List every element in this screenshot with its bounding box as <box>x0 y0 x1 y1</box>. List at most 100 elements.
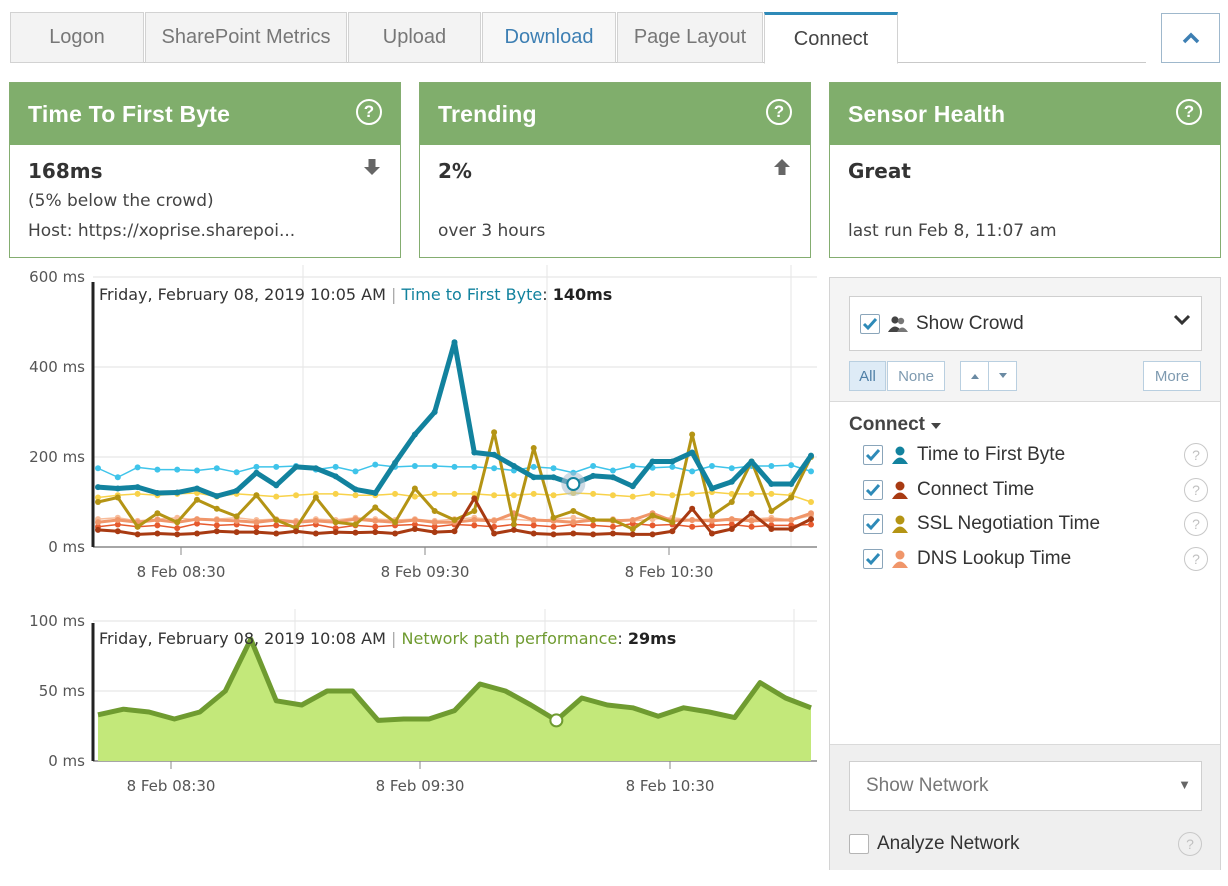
card-header: Sensor Health ? <box>830 83 1220 145</box>
checkmark-icon <box>865 518 881 531</box>
series-row[interactable]: Time to First Byte? <box>863 442 1208 468</box>
data-point <box>312 530 319 537</box>
arrow-up-icon <box>774 159 790 175</box>
series-checkbox[interactable] <box>863 548 883 569</box>
help-icon[interactable]: ? <box>1184 443 1208 467</box>
series-checkbox[interactable] <box>863 514 883 534</box>
data-point <box>669 519 676 526</box>
data-point <box>510 463 517 469</box>
data-point <box>352 468 359 475</box>
select-none-button[interactable]: None <box>887 361 945 391</box>
help-icon[interactable]: ? <box>1176 99 1202 125</box>
data-point <box>471 449 478 456</box>
data-point <box>510 521 517 528</box>
data-point <box>471 522 478 529</box>
help-icon[interactable]: ? <box>1184 512 1208 536</box>
series-checkbox[interactable] <box>863 445 883 465</box>
series-checkbox[interactable] <box>863 479 883 500</box>
tab-upload[interactable]: Upload <box>348 12 481 63</box>
card-title: Trending <box>438 100 537 127</box>
help-icon[interactable]: ? <box>1184 546 1208 571</box>
series-row[interactable]: Connect Time? <box>863 477 1208 503</box>
data-point <box>471 490 478 497</box>
data-point <box>808 452 814 459</box>
data-point <box>808 468 814 475</box>
tab-page-layout[interactable]: Page Layout <box>617 12 763 63</box>
x-tick-label: 8 Feb 08:30 <box>127 777 216 795</box>
data-point <box>689 449 696 456</box>
data-point <box>451 517 458 523</box>
tooltip-value: 140ms <box>553 285 613 304</box>
more-button[interactable]: More <box>1143 361 1201 391</box>
data-point <box>114 521 121 528</box>
data-point <box>590 472 597 479</box>
show-network-dropdown[interactable]: Show Network ▼ <box>849 761 1202 811</box>
show-crowd-dropdown[interactable]: Show Crowd <box>849 296 1202 351</box>
tooltip-series: Time to First Byte <box>401 285 543 304</box>
card-value: 2% <box>438 159 472 183</box>
series-row[interactable]: DNS Lookup Time? <box>863 546 1208 572</box>
data-point <box>154 517 161 523</box>
data-point <box>95 465 101 472</box>
data-point <box>431 523 438 530</box>
tooltip-colon: : <box>617 629 627 648</box>
help-icon[interactable]: ? <box>1178 832 1202 856</box>
card-comparison: (5% below the crowd) <box>28 191 214 211</box>
tab-connect[interactable]: Connect <box>764 12 898 64</box>
help-icon[interactable]: ? <box>1184 477 1208 502</box>
tab-logon[interactable]: Logon <box>10 12 144 63</box>
data-point <box>213 517 220 523</box>
data-point <box>253 463 260 470</box>
data-point <box>233 487 240 494</box>
data-point <box>550 474 557 481</box>
data-point <box>570 530 577 537</box>
data-point <box>550 465 557 472</box>
data-point <box>392 459 399 466</box>
series-line <box>97 430 813 531</box>
card-trending: Trending ? 2% over 3 hours <box>419 82 811 258</box>
data-point <box>431 519 438 526</box>
data-point <box>471 517 478 523</box>
data-point <box>194 520 201 527</box>
tab-sharepoint-metrics[interactable]: SharePoint Metrics <box>145 12 347 63</box>
checkmark-icon <box>865 552 881 565</box>
y-tick-label: 0 ms <box>48 538 85 556</box>
connect-chart[interactable]: 600 ms 400 ms 200 ms 0 ms 8 Feb 08:30 8 Feb 0… <box>0 260 820 860</box>
data-point <box>411 493 418 500</box>
data-point <box>411 517 418 523</box>
data-point <box>273 517 280 523</box>
data-point <box>312 465 319 472</box>
collapse-button[interactable] <box>1161 13 1220 63</box>
data-point <box>689 468 696 475</box>
move-up-button[interactable] <box>960 361 989 391</box>
area-fill <box>98 639 811 761</box>
data-point <box>491 451 498 458</box>
checkmark-icon <box>862 317 878 330</box>
move-down-button[interactable] <box>988 361 1017 391</box>
data-point <box>530 474 537 481</box>
select-all-button[interactable]: All <box>849 361 886 391</box>
data-point <box>114 474 121 481</box>
series-panel: Show Crowd All None More Connect Show Ne… <box>829 277 1221 870</box>
analyze-network-checkbox[interactable] <box>849 834 869 854</box>
data-point <box>728 478 735 485</box>
series-label: Time to First Byte <box>917 444 1066 465</box>
show-crowd-checkbox[interactable] <box>860 313 880 334</box>
data-point <box>411 463 418 469</box>
help-icon[interactable]: ? <box>766 99 792 125</box>
group-connect-toggle[interactable]: Connect <box>849 414 942 436</box>
data-point <box>590 531 597 538</box>
crowd-icon <box>888 315 908 332</box>
data-point <box>788 462 795 469</box>
data-point <box>609 467 616 474</box>
data-point <box>550 523 557 530</box>
data-point <box>332 490 339 497</box>
help-icon[interactable]: ? <box>356 99 382 125</box>
data-point <box>609 523 616 530</box>
series-row[interactable]: SSL Negotiation Time? <box>863 511 1208 537</box>
tab-download[interactable]: Download <box>482 12 616 63</box>
y-tick-label: 100 ms <box>29 612 85 630</box>
data-point <box>590 522 597 529</box>
network-chart[interactable]: 100 ms 50 ms 0 ms 8 Feb 08:30 8 Feb 09:30 8 F… <box>0 605 820 805</box>
data-point <box>352 486 359 493</box>
